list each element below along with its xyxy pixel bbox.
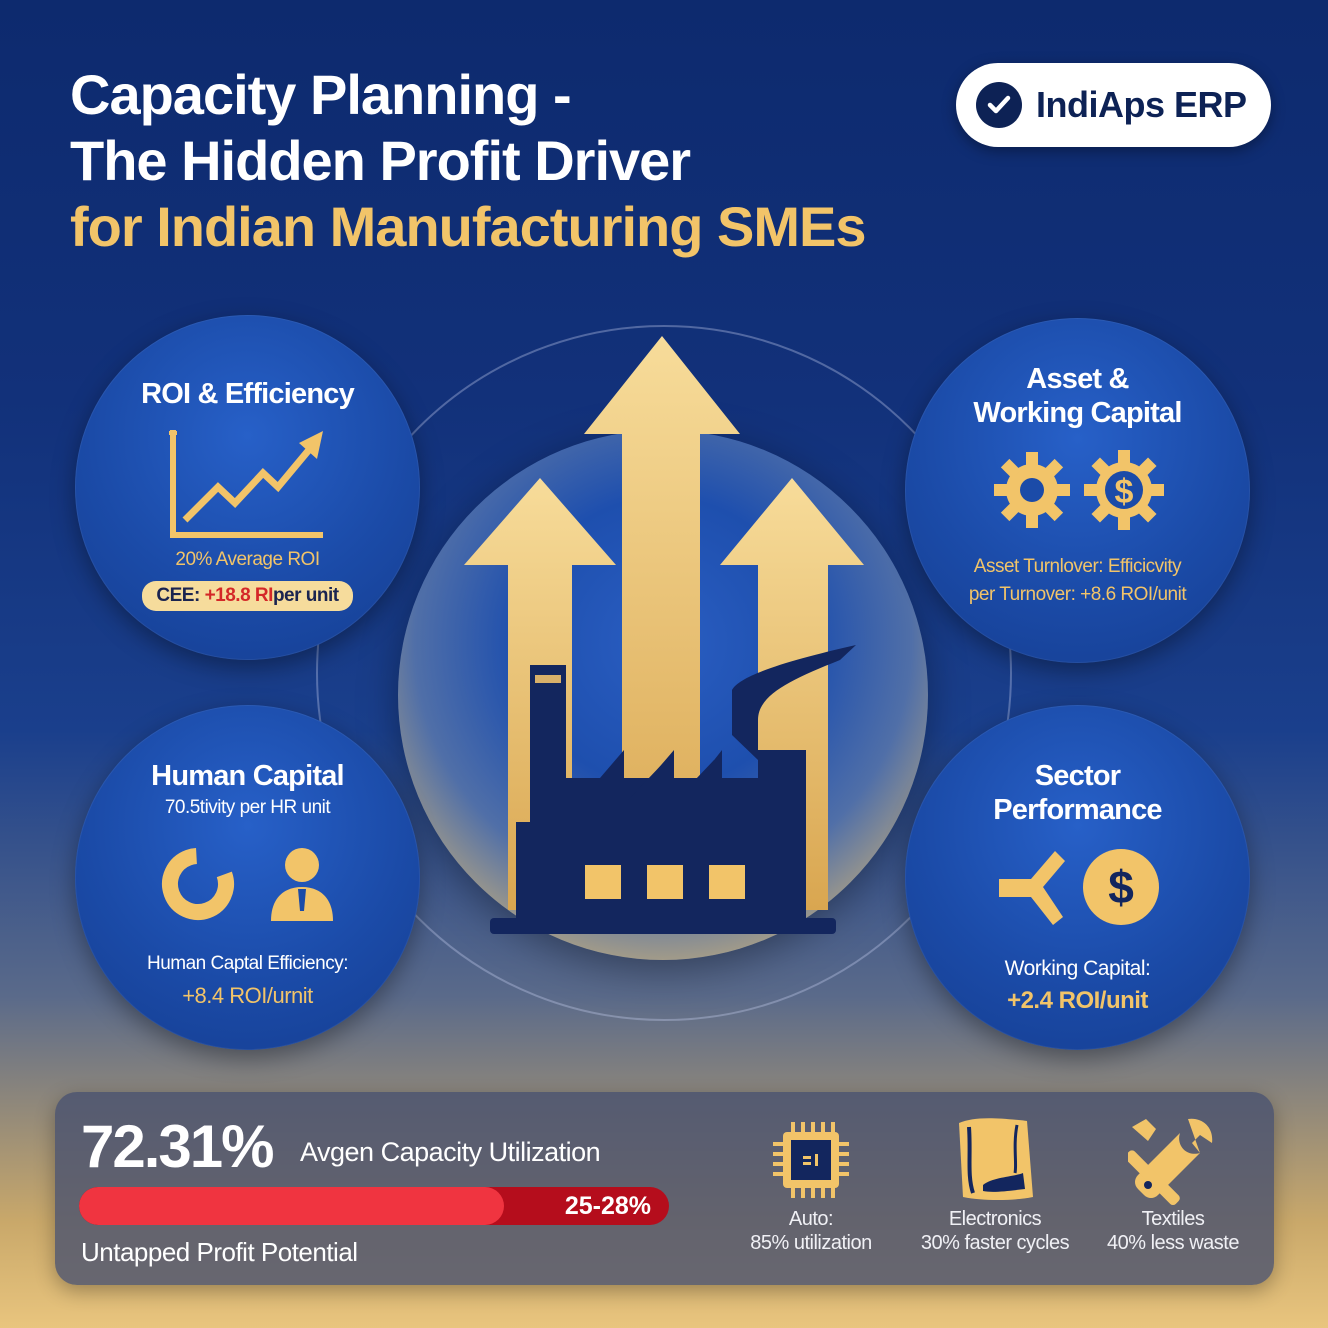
- arrows-icon: [998, 851, 1065, 925]
- center-ring: [316, 325, 1012, 1021]
- title-line-2: The Hidden Profit Driver: [70, 129, 691, 192]
- donut-chart-icon: [161, 848, 234, 920]
- sector-auto-stat: 85% utilization: [750, 1232, 872, 1254]
- factory-icon: [490, 645, 856, 934]
- sector-auto-name: Auto:: [788, 1208, 834, 1230]
- sector-line-1: Working Capital:: [1004, 957, 1151, 980]
- sector-performance-card: Sector Performance $ Working Capital: +2…: [905, 705, 1250, 1050]
- title-line-1: Capacity Planning -: [70, 63, 572, 126]
- sector-electronics-name: Electronics: [948, 1208, 1042, 1230]
- sector-electronics-stat: 30% faster cycles: [920, 1232, 1070, 1254]
- roi-subtitle: 20% Average ROI: [175, 549, 320, 570]
- roi-pill-suffix: per unit: [272, 585, 339, 606]
- roi-title: ROI & Efficiency: [141, 378, 355, 410]
- person-icon: [270, 848, 333, 921]
- brand-badge: IndiAps ERP: [956, 63, 1271, 147]
- factory-growth-illustration: [464, 336, 864, 934]
- sector-textiles-stat: 40% less waste: [1107, 1232, 1239, 1254]
- human-line-2: +8.4 ROI/urnit: [182, 983, 313, 1008]
- roi-efficiency-card: ROI & Efficiency 20% Average ROI CEE: +1…: [75, 315, 420, 660]
- chip-icon: [773, 1121, 849, 1198]
- asset-title-line-2: Working Capital: [973, 397, 1182, 429]
- sector-textiles: Textiles 40% less waste: [1083, 1112, 1263, 1255]
- svg-text:$: $: [1108, 861, 1134, 913]
- capacity-bar-fill: [79, 1187, 504, 1225]
- fabric-roll-icon: [959, 1117, 1033, 1200]
- up-arrow-icon: [720, 478, 864, 910]
- asset-line-1: Asset Turnlover: Efficicvity: [973, 556, 1182, 577]
- dollar-gear-icon: $: [1083, 450, 1164, 530]
- sector-electronics: Electronics 30% faster cycles: [905, 1112, 1085, 1255]
- sector-textiles-name: Textiles: [1141, 1208, 1205, 1230]
- dollar-coin-icon: $: [1082, 849, 1159, 925]
- capacity-label: Avgen Capacity Utilization: [300, 1137, 601, 1167]
- human-line-1: Human Captal Efficiency:: [147, 953, 348, 974]
- title-line-3: for Indian Manufacturing SMEs: [70, 195, 866, 258]
- capacity-bar: 25-28%: [79, 1187, 669, 1225]
- sector-title-line-1: Sector: [1034, 760, 1121, 792]
- asset-working-capital-card: Asset & Working Capital $ Asset: [905, 318, 1250, 663]
- capacity-range: 25-28%: [564, 1192, 651, 1220]
- page-title: Capacity Planning - The Hidden Profit Dr…: [70, 62, 866, 260]
- human-capital-card: Human Capital 70.5tivity per HR unit Hum…: [75, 705, 420, 1050]
- gear-icon: [993, 452, 1070, 528]
- human-title: Human Capital: [151, 760, 344, 792]
- svg-text:$: $: [1114, 473, 1133, 511]
- brand-name: IndiAps ERP: [1036, 84, 1247, 125]
- roi-pill: CEE: +18.8 RIper unit: [142, 581, 353, 611]
- untapped-profit-label: Untapped Profit Potential: [81, 1237, 358, 1267]
- tools-icon: [1128, 1118, 1213, 1205]
- sector-auto: Auto: 85% utilization: [721, 1112, 901, 1255]
- capacity-panel: 72.31% Avgen Capacity Utilization 25-28%…: [55, 1092, 1274, 1285]
- check-circle-icon: [976, 82, 1022, 128]
- sector-line-2: +2.4 ROI/unit: [1007, 987, 1148, 1014]
- roi-pill-value: +18.8 RI: [204, 585, 274, 606]
- asset-title-line-1: Asset &: [1026, 363, 1129, 395]
- growth-chart-icon: [168, 430, 323, 538]
- asset-line-2: per Turnover: +8.6 ROI/unit: [968, 584, 1187, 605]
- human-subtitle: 70.5tivity per HR unit: [164, 797, 331, 818]
- roi-pill-prefix: CEE:: [156, 585, 205, 606]
- sector-title-line-2: Performance: [993, 794, 1162, 826]
- capacity-value: 72.31%: [81, 1113, 274, 1180]
